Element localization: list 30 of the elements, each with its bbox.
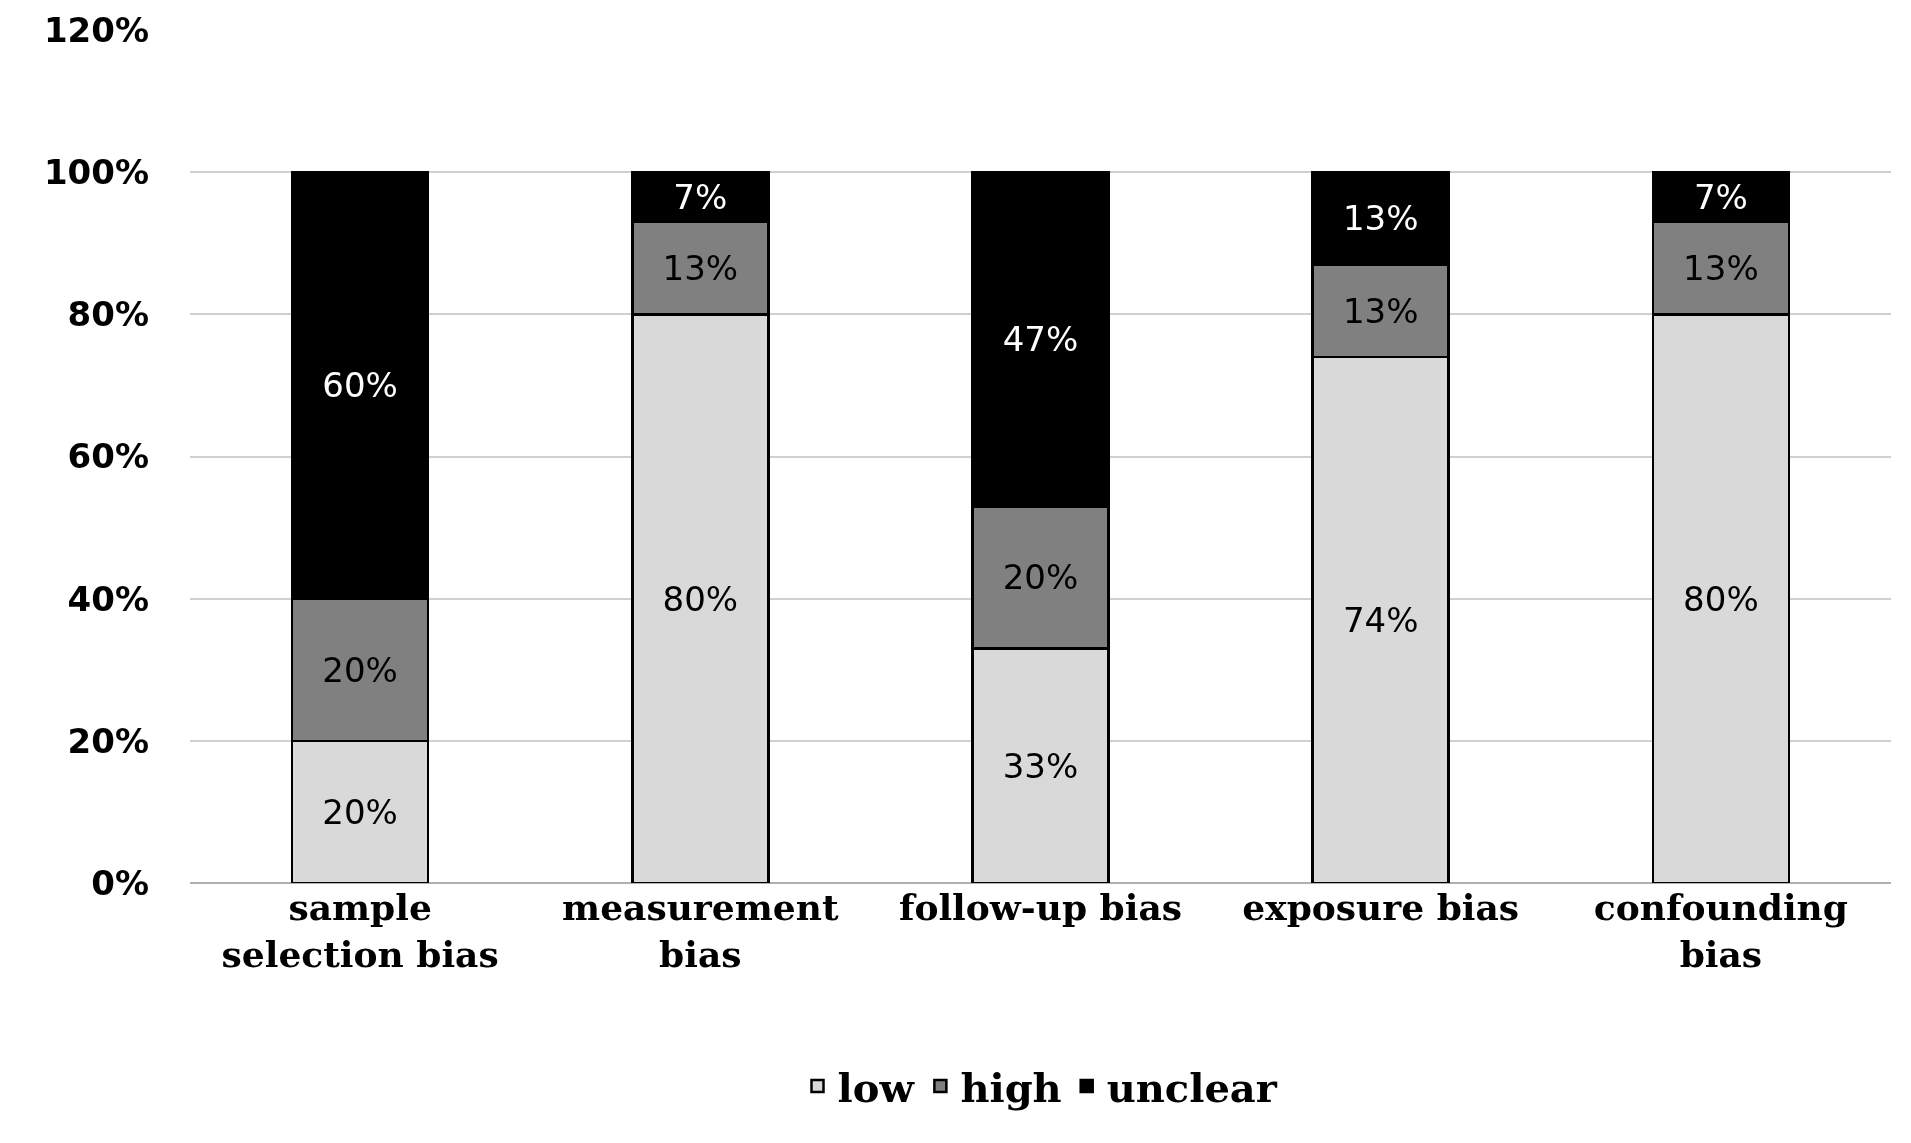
data-label: 20% xyxy=(322,791,398,832)
y-tick-label: 100% xyxy=(43,152,149,193)
legend-label: unclear xyxy=(1106,1063,1278,1111)
x-tick-label: confounding bias xyxy=(1593,886,1848,975)
data-label: 7% xyxy=(1693,177,1748,218)
data-label: 74% xyxy=(1342,599,1419,640)
data-label: 13% xyxy=(1683,248,1759,289)
x-tick-label: follow-up bias xyxy=(898,886,1183,928)
x-tick-label: sample selection bias xyxy=(221,886,499,975)
data-label: 20% xyxy=(322,649,398,690)
x-tick-label: exposure bias xyxy=(1242,886,1520,928)
legend-label: low xyxy=(837,1063,916,1111)
y-tick-label: 40% xyxy=(67,578,149,619)
y-tick-label: 0% xyxy=(91,862,149,903)
y-tick-label: 120% xyxy=(43,9,149,50)
x-tick-label: measurement bias xyxy=(562,886,839,975)
data-label: 80% xyxy=(662,578,739,619)
legend-label: high xyxy=(960,1063,1062,1111)
y-tick-label: 20% xyxy=(67,720,149,761)
data-label: 13% xyxy=(1342,290,1419,331)
data-label: 80% xyxy=(1683,578,1759,619)
data-label: 33% xyxy=(1002,745,1079,786)
data-label: 7% xyxy=(673,177,728,218)
data-label: 47% xyxy=(1002,319,1079,360)
data-label: 60% xyxy=(322,365,398,406)
data-label: 13% xyxy=(662,248,739,289)
data-label: 13% xyxy=(1342,198,1419,239)
data-label: 20% xyxy=(1002,557,1079,598)
y-tick-label: 60% xyxy=(67,436,149,477)
y-tick-label: 80% xyxy=(67,294,149,335)
